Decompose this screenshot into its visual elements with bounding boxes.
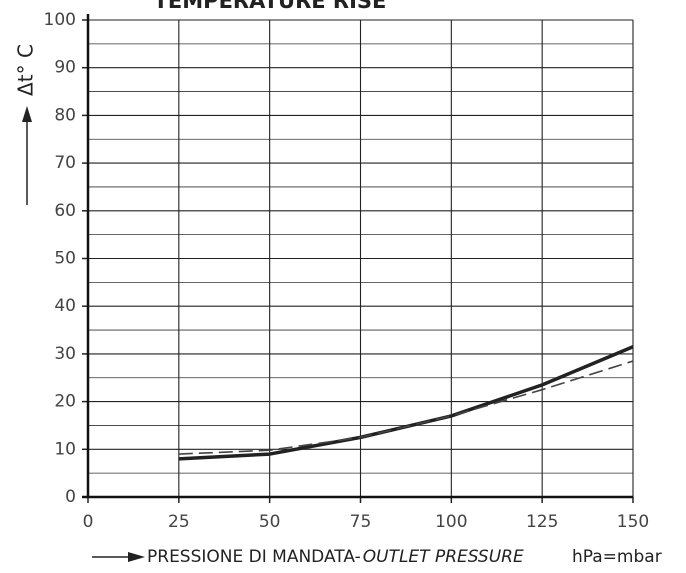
y-tick-label: 80 <box>54 105 76 125</box>
x-axis-unit: hPa=mbar <box>572 547 662 567</box>
x-tick-label: 25 <box>168 512 190 532</box>
x-tick-label: 50 <box>259 512 281 532</box>
y-axis-label-group: Δt° C <box>14 44 38 205</box>
line-series <box>178 345 634 461</box>
x-tick-label: 0 <box>83 512 94 532</box>
y-tick-label: 100 <box>44 10 76 30</box>
y-tick-label: 50 <box>54 249 76 269</box>
y-tick-label: 70 <box>54 153 76 173</box>
y-tick-label: 40 <box>54 296 76 316</box>
y-tick-label: 30 <box>54 344 76 364</box>
y-label-arrowhead <box>22 106 32 122</box>
line-series <box>178 360 634 455</box>
y-tick-label: 10 <box>54 439 76 459</box>
x-axis-label-italic: OUTLET PRESSURE <box>363 547 524 567</box>
x-axis-label: PRESSIONE DI MANDATA- <box>147 547 361 567</box>
y-axis-label: Δt° C <box>14 44 38 96</box>
x-tick-label: 150 <box>617 512 649 532</box>
x-tick-label: 75 <box>350 512 372 532</box>
chart-title: TEMPERATURE RISE <box>154 0 387 13</box>
x-tick-label: 125 <box>526 512 558 532</box>
y-tick-label: 20 <box>54 392 76 412</box>
x-label-arrowhead <box>128 552 145 562</box>
y-tick-label: 90 <box>54 58 76 78</box>
y-tick-label: 60 <box>54 201 76 221</box>
x-tick-label: 100 <box>435 512 467 532</box>
y-tick-label: 0 <box>65 487 76 507</box>
x-axis-label-group: PRESSIONE DI MANDATA- OUTLET PRESSURE hP… <box>92 547 662 567</box>
